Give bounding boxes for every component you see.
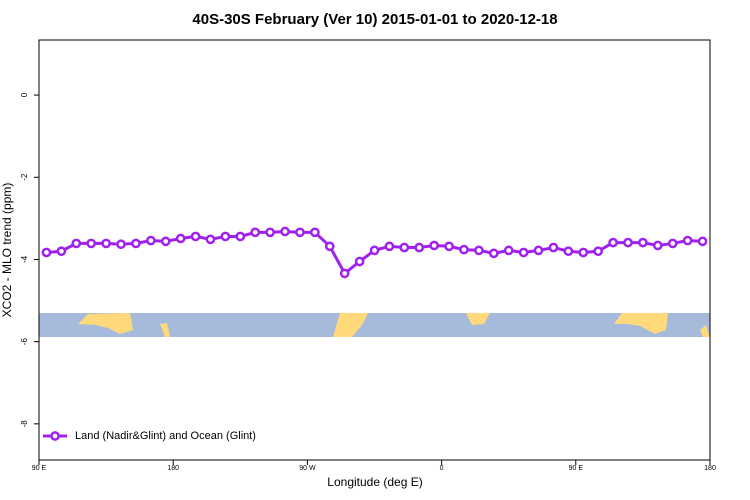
legend-label: Land (Nadir&Glint) and Ocean (Glint) — [75, 430, 256, 442]
x-tick-label: 180 — [167, 465, 179, 472]
y-tick-label: -2 — [20, 173, 29, 181]
y-tick-label: 0 — [20, 92, 29, 97]
data-point — [71, 238, 82, 249]
data-point — [235, 231, 246, 242]
data-point — [310, 227, 320, 238]
data-point — [623, 237, 633, 248]
data-point — [101, 238, 111, 249]
plot-frame — [38, 39, 711, 461]
y-tick-label: -4 — [20, 255, 29, 263]
data-point — [533, 245, 544, 256]
data-point — [280, 226, 290, 237]
data-point — [563, 246, 574, 257]
data-point — [205, 234, 216, 245]
data-point — [503, 245, 514, 256]
data-point — [190, 231, 201, 242]
x-tick-label: 90 W — [299, 465, 316, 472]
data-point — [578, 247, 589, 258]
data-point — [369, 245, 380, 256]
data-point — [682, 235, 693, 246]
data-point — [220, 231, 231, 242]
data-point — [131, 238, 141, 249]
data-point — [548, 242, 559, 253]
data-point — [429, 240, 439, 251]
data-point — [339, 268, 350, 279]
data-point — [444, 241, 454, 252]
chart-title: 40S-30S February (Ver 10) 2015-01-01 to … — [192, 11, 557, 28]
data-point — [384, 241, 395, 252]
data-point — [638, 237, 648, 248]
y-axis-label: XCO2 - MLO trend (ppm) — [0, 183, 14, 318]
data-point — [86, 238, 97, 249]
data-point — [295, 227, 305, 238]
data-point — [488, 248, 499, 259]
data-point — [160, 236, 171, 247]
data-point — [667, 238, 678, 249]
x-tick-label: 90 E — [32, 465, 47, 472]
data-point — [652, 240, 663, 251]
data-point — [265, 227, 275, 238]
data-point — [414, 242, 425, 253]
data-point — [56, 246, 67, 257]
data-point — [116, 239, 126, 250]
data-point — [518, 247, 529, 258]
data-point — [459, 244, 469, 255]
data-point — [593, 246, 604, 257]
data-point — [474, 245, 484, 256]
data-point — [324, 241, 335, 252]
data-point — [608, 237, 618, 248]
data-point — [354, 256, 365, 267]
data-point — [697, 236, 708, 247]
y-tick-label: -8 — [20, 420, 29, 428]
x-tick-label: 180 — [704, 465, 716, 472]
data-point — [399, 242, 410, 253]
data-point — [175, 233, 186, 244]
y-tick-label: -6 — [20, 338, 29, 346]
x-tick-label: 0 — [440, 465, 444, 472]
data-point — [41, 247, 52, 258]
map-strip — [39, 313, 710, 337]
data-point — [250, 227, 261, 238]
x-tick-label: 90 E — [569, 465, 584, 472]
legend-marker — [50, 431, 60, 441]
x-axis-label: Longitude (deg E) — [327, 475, 422, 489]
data-point — [145, 235, 156, 246]
